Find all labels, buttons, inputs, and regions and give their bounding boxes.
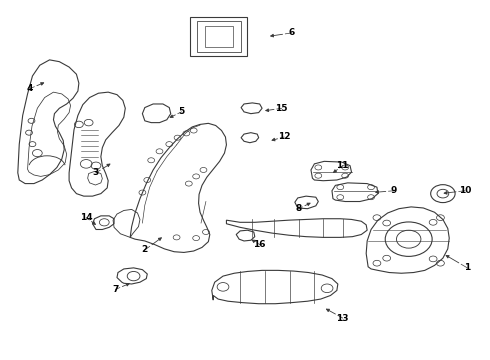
Text: 13: 13 [337,314,349,323]
Text: 3: 3 [93,168,99,177]
Text: 1: 1 [464,264,470,273]
Text: 6: 6 [288,28,294,37]
Text: 11: 11 [337,161,349,170]
Text: 15: 15 [275,104,288,113]
Text: 8: 8 [295,204,302,213]
Text: 14: 14 [80,213,93,222]
Text: 4: 4 [27,84,33,93]
Text: 10: 10 [459,186,471,195]
Text: 16: 16 [253,240,266,249]
Text: 2: 2 [142,246,148,255]
Text: 7: 7 [112,285,119,294]
Text: 5: 5 [178,107,185,116]
Text: 12: 12 [278,132,291,141]
Text: 9: 9 [391,186,397,195]
